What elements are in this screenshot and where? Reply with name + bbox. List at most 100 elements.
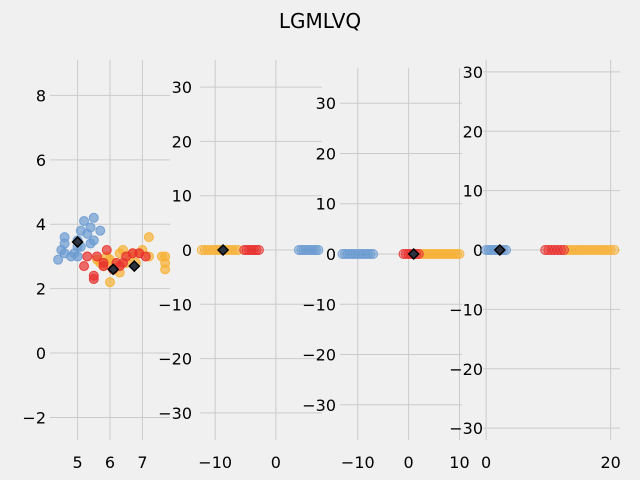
data-point-versicolor xyxy=(451,249,462,259)
y-tick-label: −20 xyxy=(158,350,192,369)
data-point-versicolor xyxy=(444,249,455,259)
data-point-virginica xyxy=(251,245,262,255)
data-point-virginica xyxy=(253,245,264,255)
prototype-marker xyxy=(407,247,420,261)
y-tick-label: 0 xyxy=(182,241,192,260)
data-point-virginica xyxy=(140,251,151,262)
data-point-setosa xyxy=(310,245,321,255)
data-point-setosa xyxy=(79,216,90,227)
panel-2: −10 0 −30 −20 −10 0 10 20 30 xyxy=(158,60,324,472)
y-tick-label: 10 xyxy=(316,195,336,214)
data-point-versicolor xyxy=(431,249,442,259)
prototype-marker xyxy=(217,243,230,257)
data-point-versicolor xyxy=(436,249,447,259)
prototype-marker xyxy=(107,263,120,276)
x-tick-label: −10 xyxy=(341,453,375,472)
y-tick-label: −2 xyxy=(22,408,46,427)
data-point-versicolor xyxy=(160,264,171,275)
data-point-setosa xyxy=(350,249,361,259)
x-tick-label: 20 xyxy=(600,453,620,472)
data-point-setosa xyxy=(368,249,379,259)
data-point-virginica xyxy=(98,257,109,268)
data-point-setosa xyxy=(360,249,371,259)
data-point-versicolor xyxy=(434,249,445,259)
y-tick-label: 6 xyxy=(36,151,46,170)
y-tick-label: 20 xyxy=(316,144,336,163)
data-point-virginica xyxy=(88,270,99,281)
data-point-versicolor xyxy=(105,277,115,288)
prototype-marker xyxy=(493,243,506,257)
data-point-setosa xyxy=(342,249,353,259)
data-point-versicolor xyxy=(423,249,434,259)
data-point-versicolor xyxy=(449,249,460,259)
data-point-setosa xyxy=(337,249,348,259)
x-tick-label: 0 xyxy=(271,453,281,472)
data-point-setosa xyxy=(345,249,356,259)
y-tick-label: −30 xyxy=(158,404,192,423)
y-tick-label: 20 xyxy=(172,132,192,151)
y-tick-label: 10 xyxy=(172,187,192,206)
data-point-setosa xyxy=(95,225,106,236)
data-point-setosa xyxy=(72,251,83,262)
data-point-virginica xyxy=(92,251,103,262)
x-tick-label: 10 xyxy=(449,453,469,472)
data-point-virginica xyxy=(558,245,569,255)
prototype-marker xyxy=(128,260,141,273)
data-point-setosa xyxy=(88,212,99,223)
data-point-setosa xyxy=(340,249,351,259)
x-tick-label: 0 xyxy=(481,453,491,472)
data-point-versicolor xyxy=(143,232,154,243)
data-point-virginica xyxy=(82,251,93,262)
data-point-setosa xyxy=(85,222,96,233)
data-point-versicolor xyxy=(446,249,457,259)
x-tick-label: 6 xyxy=(105,453,115,472)
chart-title: LGMLVQ xyxy=(279,9,361,33)
data-point-versicolor xyxy=(429,249,440,259)
y-tick-label: −30 xyxy=(302,396,336,415)
x-tick-label: 5 xyxy=(72,453,82,472)
data-point-versicolor xyxy=(609,245,620,255)
data-point-setosa xyxy=(352,249,363,259)
prototype-marker xyxy=(71,235,84,249)
panel-1: 5 6 7 −2 0 2 4 6 8 xyxy=(22,60,171,472)
data-point-versicolor xyxy=(605,245,616,255)
data-point-setosa xyxy=(313,245,324,255)
y-tick-label: 4 xyxy=(36,215,46,234)
x-tick-label: 7 xyxy=(137,453,147,472)
y-tick-label: 0 xyxy=(473,241,483,260)
y-tick-label: −10 xyxy=(158,295,192,314)
data-point-setosa xyxy=(88,235,99,246)
y-tick-label: −10 xyxy=(449,300,483,319)
data-point-setosa xyxy=(347,249,358,259)
y-tick-label: 30 xyxy=(463,63,483,82)
y-tick-label: 8 xyxy=(36,86,46,105)
y-tick-label: −20 xyxy=(302,346,336,365)
y-tick-label: −30 xyxy=(449,419,483,438)
y-tick-label: 30 xyxy=(316,94,336,113)
y-tick-label: 2 xyxy=(36,280,46,299)
data-point-versicolor xyxy=(454,249,465,259)
data-point-versicolor xyxy=(421,249,432,259)
y-tick-label: −20 xyxy=(449,360,483,379)
x-tick-label: −10 xyxy=(198,453,232,472)
data-point-versicolor xyxy=(602,245,613,255)
y-tick-label: 30 xyxy=(172,78,192,97)
y-tick-label: −10 xyxy=(302,295,336,314)
panel-4: 0 20 −30 −20 −10 0 10 20 30 xyxy=(449,60,621,472)
y-tick-label: 20 xyxy=(463,122,483,141)
data-point-setosa xyxy=(357,249,368,259)
data-point-versicolor xyxy=(441,249,452,259)
panel-3: −10 0 10 −30 −20 −10 0 10 20 30 xyxy=(302,68,470,472)
data-point-setosa xyxy=(355,249,366,259)
data-point-setosa xyxy=(362,249,373,259)
y-tick-label: 0 xyxy=(36,344,46,363)
y-tick-label: 10 xyxy=(463,182,483,201)
data-point-virginica xyxy=(101,245,112,255)
data-point-versicolor xyxy=(426,249,437,259)
data-point-setosa xyxy=(365,249,376,259)
data-point-setosa xyxy=(53,254,64,265)
x-tick-label: 0 xyxy=(404,453,414,472)
data-point-setosa xyxy=(59,232,70,243)
